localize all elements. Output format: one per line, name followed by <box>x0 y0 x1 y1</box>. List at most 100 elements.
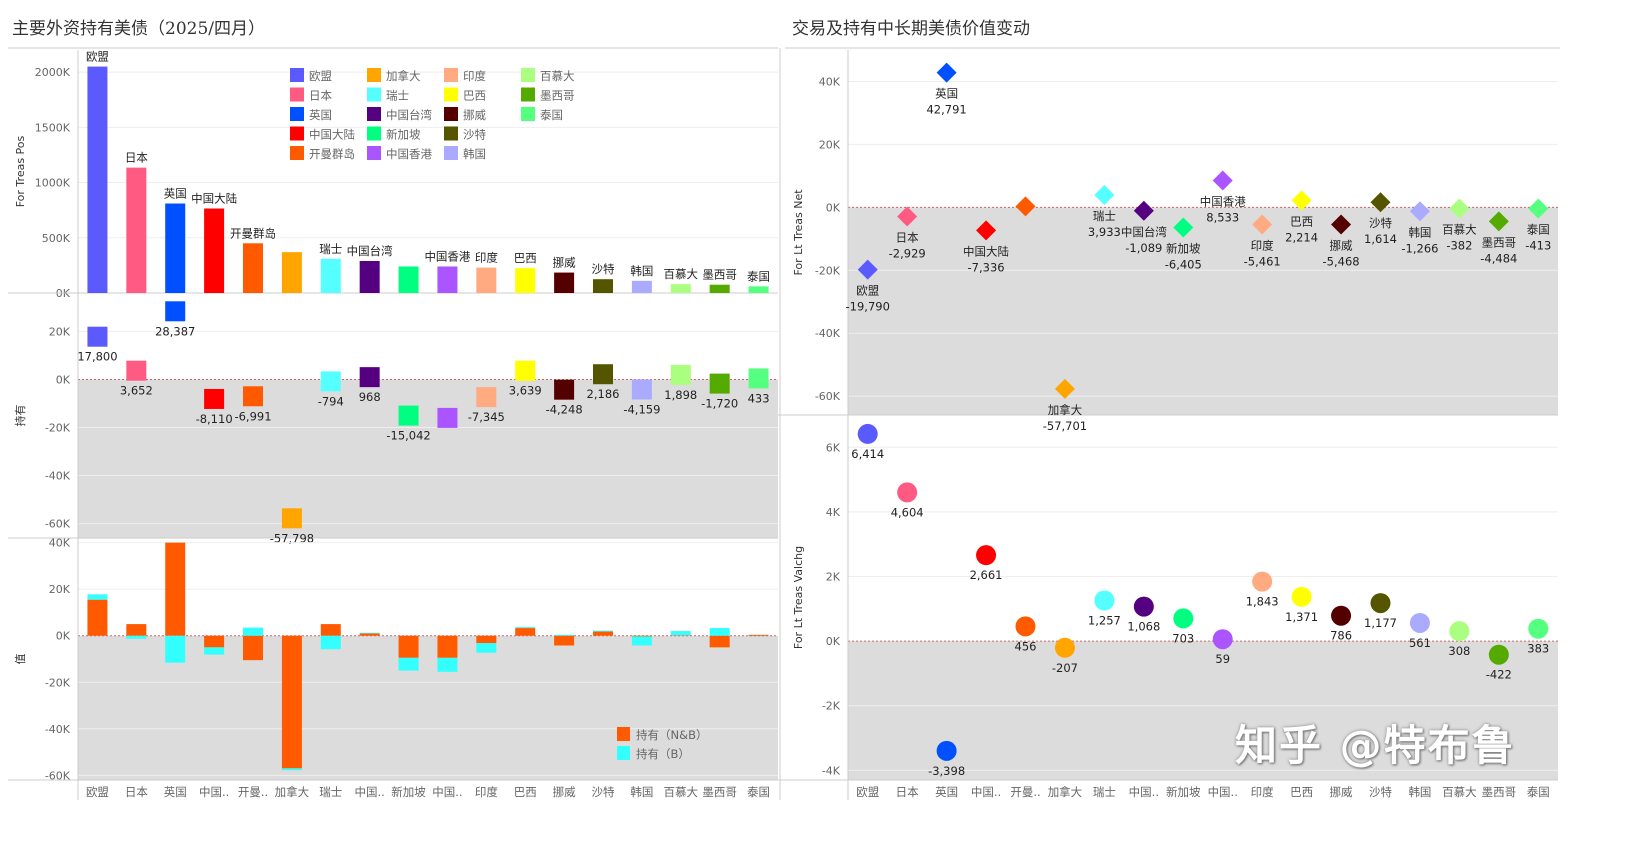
diamond-marker-6 <box>1094 184 1115 205</box>
x-tick-label: 泰国 <box>1527 785 1550 799</box>
stacked-bar-0-4 <box>243 635 263 661</box>
circle-marker-16 <box>1488 644 1509 665</box>
legend-swatch <box>290 146 304 160</box>
circle-marker-2 <box>936 740 957 761</box>
legend-label: 中国台湾 <box>386 108 432 122</box>
value-label: -413 <box>1525 239 1551 253</box>
circle-marker-3 <box>976 545 997 566</box>
y-tick-label: -20K <box>815 264 841 277</box>
stacked-bar-0-6 <box>320 624 341 636</box>
holding-change-marker-4 <box>243 386 263 407</box>
bar-label: 瑞士 <box>319 242 342 256</box>
stacked-bar-1-5 <box>281 768 302 771</box>
value-label: -7,336 <box>968 260 1005 274</box>
holding-change-marker-5 <box>281 508 302 529</box>
y-tick-label: -40K <box>45 723 71 736</box>
bar-12 <box>554 272 575 293</box>
value-label: -207 <box>1052 661 1078 675</box>
circle-marker-8 <box>1173 608 1194 629</box>
bar-0 <box>87 66 108 294</box>
country-label: 墨西哥 <box>1482 235 1517 249</box>
holding-change-marker-3 <box>204 388 225 409</box>
legend-label: 新加坡 <box>386 128 421 142</box>
holding-change-marker-13 <box>593 364 613 385</box>
bar-label: 泰国 <box>747 269 770 283</box>
bar-9 <box>437 266 458 293</box>
bar-label: 墨西哥 <box>702 268 737 282</box>
bar-label: 韩国 <box>630 264 653 278</box>
value-label: 1,257 <box>1088 614 1121 628</box>
diamond-marker-15 <box>1449 198 1470 219</box>
value-label: -5,461 <box>1244 255 1281 269</box>
value-label: 2,661 <box>970 568 1003 582</box>
circle-marker-12 <box>1331 605 1352 626</box>
stacked-bar-0-10 <box>476 635 497 644</box>
bar-14 <box>631 280 652 293</box>
diamond-marker-16 <box>1488 211 1509 232</box>
legend-swatch <box>444 126 458 141</box>
legend-swatch <box>290 126 304 141</box>
country-label: 韩国 <box>1408 225 1431 239</box>
country-label: 欧盟 <box>856 284 879 298</box>
y-tick-label: 40K <box>819 75 841 88</box>
value-label: -15,042 <box>386 429 430 443</box>
value-label: 383 <box>1527 642 1549 656</box>
value-label: -382 <box>1446 239 1472 253</box>
bar-15 <box>670 284 691 293</box>
stacked-bar-1-1 <box>126 635 147 639</box>
country-label: 泰国 <box>1527 223 1550 237</box>
stacked-bar-0-2 <box>165 542 186 636</box>
country-label: 中国香港 <box>1200 194 1246 208</box>
x-tick-label: 韩国 <box>1408 785 1431 799</box>
diamond-marker-2 <box>936 62 957 83</box>
stacked-bar-0-5 <box>281 635 302 769</box>
legend-label: 中国香港 <box>386 147 432 161</box>
bar-label: 沙特 <box>592 262 615 276</box>
holding-change-marker-10 <box>476 387 497 408</box>
value-label: -8,110 <box>196 412 233 426</box>
stacked-bar-1-16 <box>709 628 730 636</box>
circle-marker-6 <box>1094 590 1115 611</box>
value-label: 3,639 <box>509 384 542 398</box>
y-tick-label: -20K <box>45 676 71 689</box>
right-title: 交易及持有中长期美债价值变动 <box>792 19 1030 39</box>
x-tick-label: 开曼.. <box>238 785 268 799</box>
legend-label: 持有（B） <box>636 747 690 761</box>
legend-label: 挪威 <box>463 108 486 122</box>
value-label: 1,068 <box>1127 620 1160 634</box>
legend-label: 欧盟 <box>309 69 332 83</box>
y-tick-label: 0K <box>826 201 841 214</box>
y-tick-label: -4K <box>822 764 841 777</box>
value-label: 17,800 <box>77 350 117 364</box>
legend-swatch <box>521 87 535 102</box>
country-label: 瑞士 <box>1093 209 1116 223</box>
stacked-bar-1-3 <box>204 647 225 655</box>
stacked-bar-1-11 <box>515 627 536 629</box>
legend-swatch <box>367 126 381 141</box>
legend-label: 持有（N&B） <box>636 728 707 742</box>
bar-label: 日本 <box>125 151 148 165</box>
legend-label: 泰国 <box>540 108 563 122</box>
legend-swatch <box>367 87 381 102</box>
stacked-bar-1-6 <box>320 635 341 650</box>
value-label: -1,720 <box>701 397 738 411</box>
x-tick-label: 中国.. <box>1129 785 1159 799</box>
y-tick-label: -60K <box>45 518 71 531</box>
legend-label: 印度 <box>463 69 486 83</box>
bar-3 <box>204 208 225 293</box>
value-label: 28,387 <box>155 324 195 338</box>
x-tick-label: 日本 <box>896 785 919 799</box>
legend-label: 墨西哥 <box>540 89 575 103</box>
diamond-marker-13 <box>1370 192 1391 213</box>
legend-swatch <box>444 107 458 121</box>
legend-swatch <box>521 107 535 121</box>
value-label: -57,701 <box>1043 419 1087 433</box>
value-label: -3,398 <box>928 764 965 778</box>
x-tick-label: 百慕大 <box>1442 785 1477 799</box>
stacked-bar-0-9 <box>437 635 458 658</box>
x-tick-label: 中国.. <box>432 785 462 799</box>
y-axis-title: For Lt Treas Net <box>792 189 805 276</box>
country-label: 日本 <box>896 231 919 245</box>
bar-label: 中国香港 <box>424 249 470 263</box>
x-tick-label: 中国.. <box>199 785 229 799</box>
